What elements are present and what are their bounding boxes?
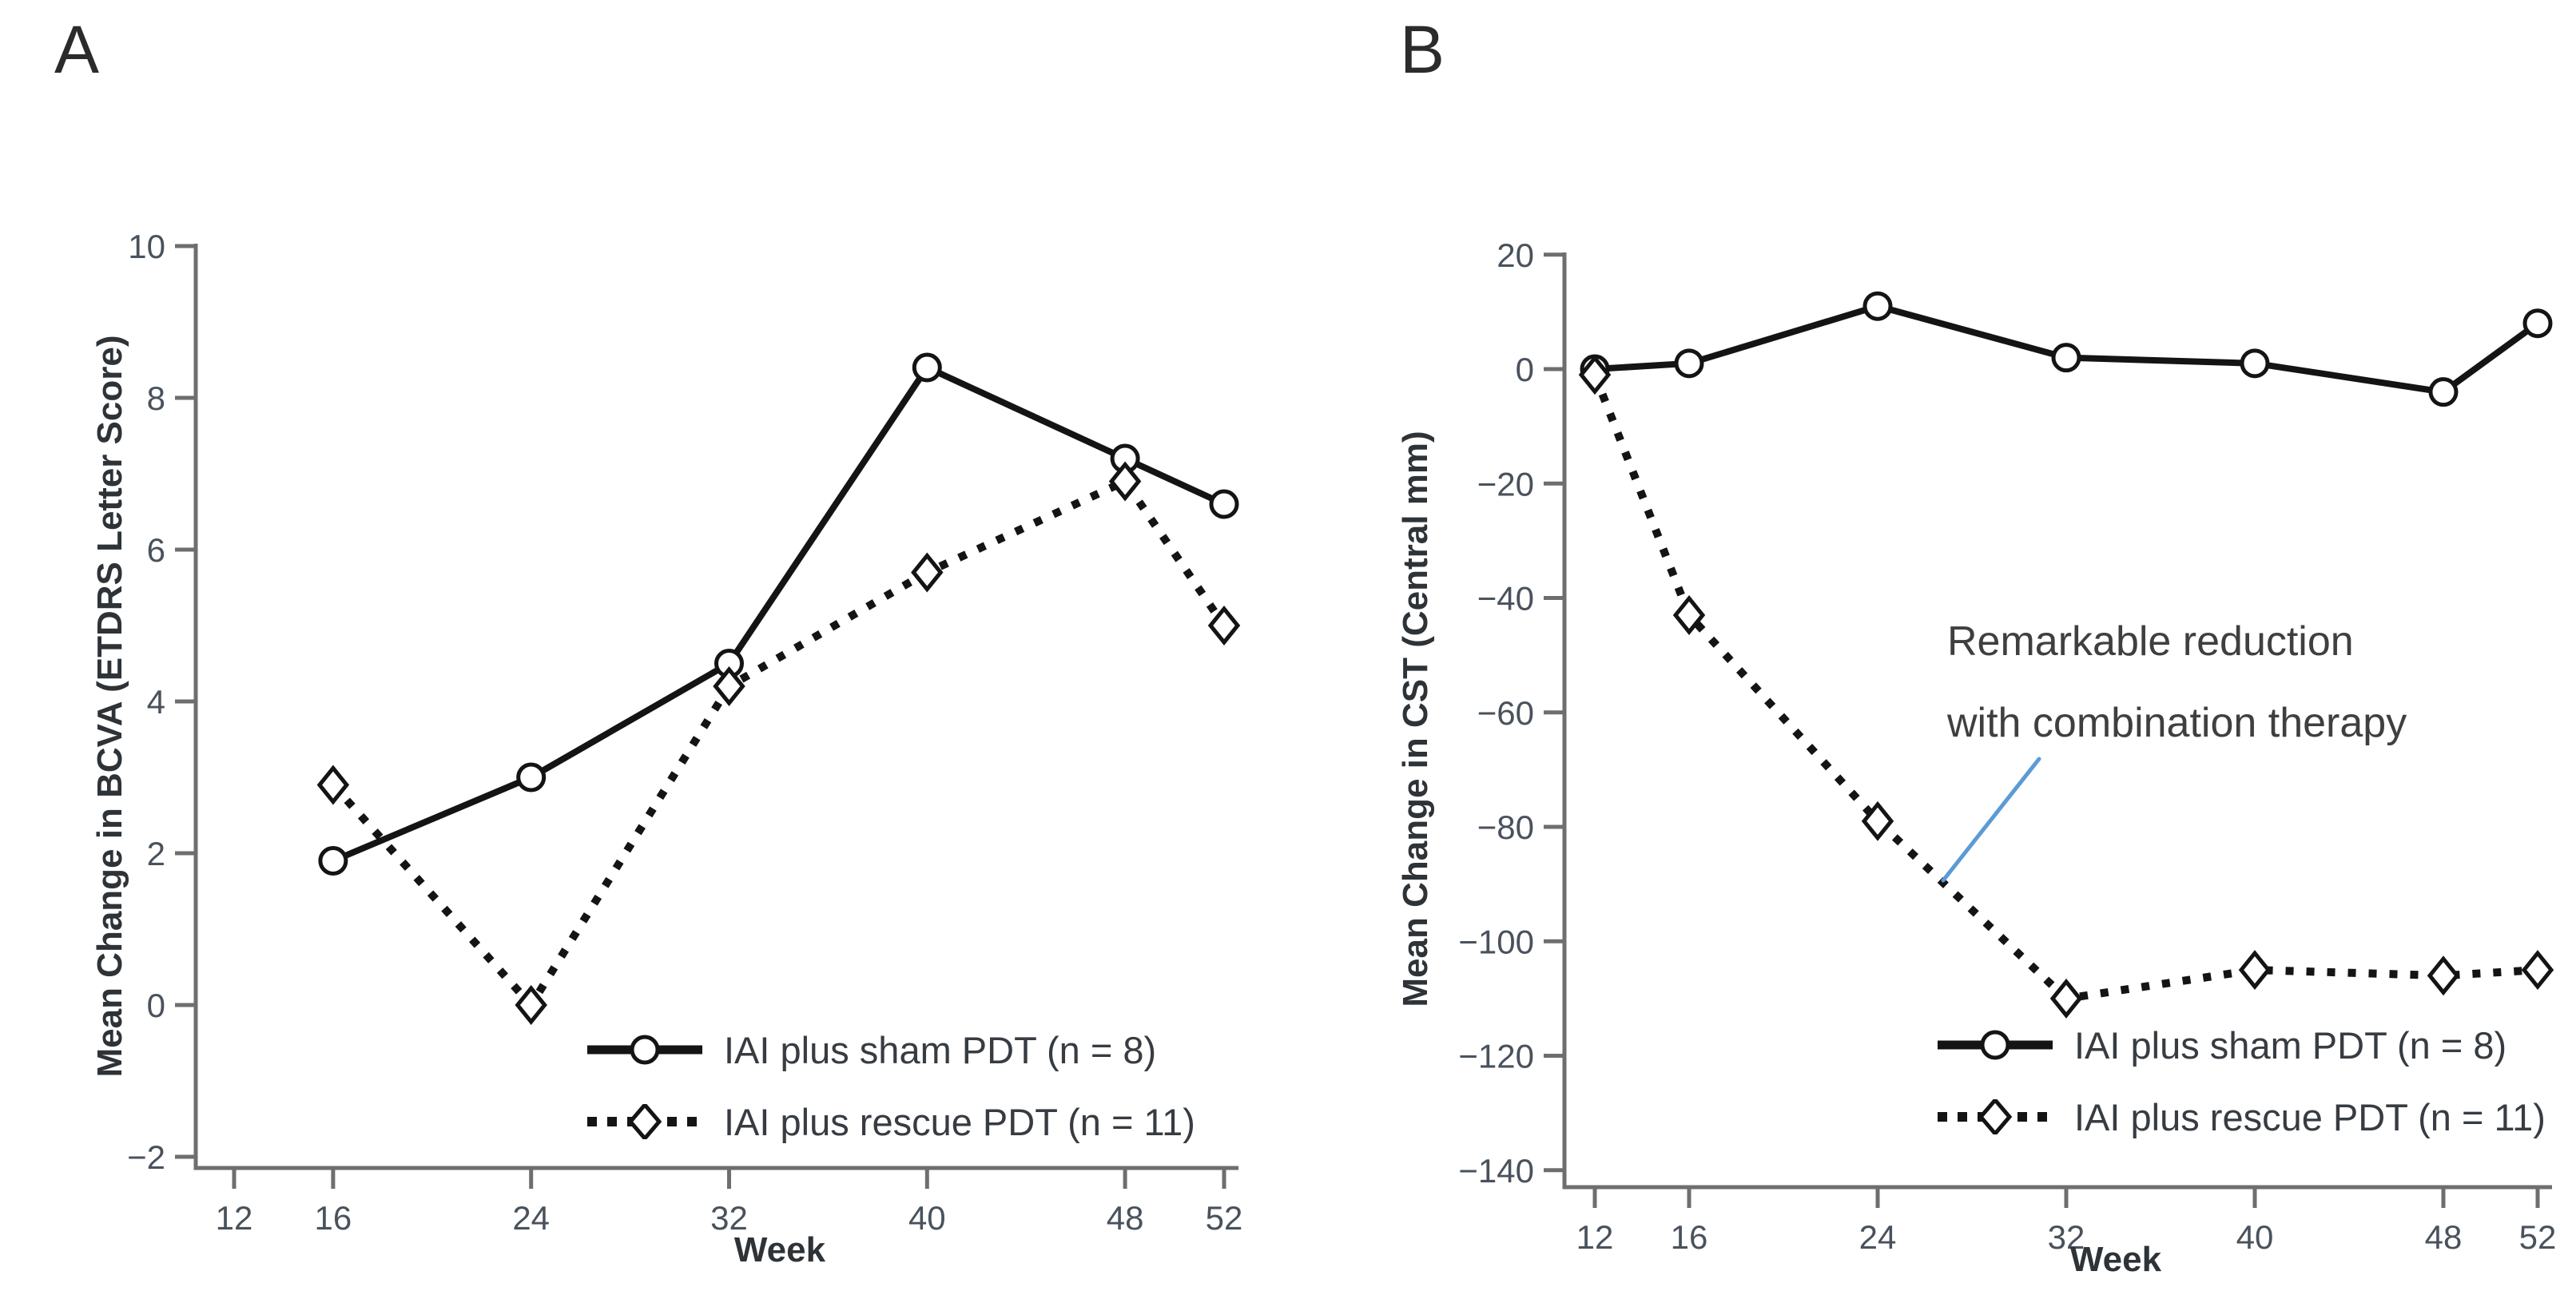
annotation-line-1: Remarkable reduction [1947, 618, 2354, 665]
x-tick-label: 40 [908, 1199, 946, 1237]
series-line-solid [332, 363, 1226, 864]
panel-b-plot: 20 0 −20 −40 −60 −80 −100 −120 −140 12 16 24 32 40 48 5… [1458, 236, 2556, 1256]
data-point-circle [2522, 308, 2553, 339]
annotation-line-2: with combination therapy [1947, 700, 2407, 746]
x-tick-label: 16 [315, 1199, 352, 1237]
data-point-circle [1674, 348, 1704, 379]
y-tick-label: −100 [1458, 923, 1534, 960]
y-tick-label: −2 [127, 1138, 165, 1176]
x-tick-label: 52 [1206, 1199, 1243, 1237]
x-tick-label: 32 [710, 1199, 748, 1237]
y-tick-label: −140 [1458, 1152, 1534, 1190]
panel-b-x-axis-title: Week [2069, 1240, 2162, 1279]
data-point-diamond [911, 552, 944, 593]
data-point-diamond [515, 985, 547, 1025]
data-point-circle [912, 352, 942, 383]
data-point-diamond [1207, 606, 1241, 646]
data-point-diamond [1672, 595, 1706, 635]
panel-a-legend: IAI plus sham PDT (n = 8) IAI plus rescu… [585, 1028, 1195, 1143]
x-tick-label: 32 [2048, 1218, 2085, 1256]
solid-line-circle-swatch-icon [1938, 1030, 2053, 1060]
y-tick-label: 2 [147, 835, 165, 872]
data-point-diamond [713, 666, 745, 706]
x-tick-label: 12 [1576, 1218, 1614, 1256]
data-point-diamond [2521, 950, 2554, 991]
data-point-circle [2051, 343, 2081, 373]
legend-label-rescue: IAI plus rescue PDT (n = 11) [2074, 1095, 2546, 1138]
data-point-diamond [2049, 978, 2083, 1019]
data-point-circle [516, 762, 547, 793]
panel-a-x-axis-title: Week [733, 1230, 826, 1269]
x-tick-label: 48 [1107, 1199, 1144, 1237]
data-point-diamond [1861, 800, 1894, 841]
y-tick-label: −120 [1458, 1038, 1534, 1075]
y-tick-label: −20 [1477, 465, 1534, 503]
x-tick-label: 52 [2519, 1218, 2557, 1256]
annotation-remarkable-reduction: Remarkable reduction with combination th… [1947, 601, 2407, 764]
data-point-diamond [316, 765, 350, 805]
y-tick-label: 0 [147, 987, 165, 1024]
data-point-diamond [2427, 955, 2460, 996]
panel-a-label: A [54, 12, 101, 87]
x-tick-label: 12 [216, 1199, 253, 1237]
legend-label-rescue: IAI plus rescue PDT (n = 11) [724, 1100, 1195, 1143]
y-tick-label: 8 [147, 379, 165, 417]
legend-label-sham: IAI plus sham PDT (n = 8) [724, 1028, 1157, 1071]
data-point-circle [318, 846, 348, 876]
dotted-line-diamond-swatch-icon [1938, 1099, 2053, 1134]
data-point-diamond [2238, 950, 2272, 991]
y-tick-label: −60 [1477, 694, 1534, 732]
annotation-callout-line [1941, 757, 2041, 883]
legend-row-rescue: IAI plus rescue PDT (n = 11) [585, 1100, 1195, 1143]
data-point-circle [1862, 291, 1893, 321]
y-tick-label: 20 [1497, 236, 1534, 274]
data-point-diamond [1578, 355, 1612, 395]
panel-a-plot: 10 8 6 4 2 0 −2 12 16 24 32 40 48 52 [127, 228, 1242, 1237]
legend-row-sham: IAI plus sham PDT (n = 8) [1935, 1023, 2546, 1067]
y-tick-label: 0 [1516, 351, 1534, 388]
axis-frame [1562, 252, 2552, 1190]
x-tick-label: 48 [2425, 1218, 2463, 1256]
x-tick-label: 16 [1671, 1218, 1708, 1256]
y-tick-label: −80 [1477, 808, 1534, 846]
y-tick-label: 10 [128, 228, 165, 265]
y-tick-label: 4 [147, 683, 165, 721]
data-point-circle [1209, 489, 1239, 519]
y-tick-label: −40 [1477, 580, 1534, 618]
panel-b-legend: IAI plus sham PDT (n = 8) IAI plus rescu… [1935, 1023, 2546, 1138]
dotted-line-diamond-swatch-icon [587, 1104, 702, 1139]
data-point-circle [2240, 348, 2270, 379]
axis-frame [193, 244, 1238, 1170]
y-tick-label: 6 [147, 531, 165, 569]
x-tick-label: 40 [2236, 1218, 2274, 1256]
solid-line-circle-swatch-icon [587, 1035, 702, 1065]
panel-b-label: B [1400, 12, 1447, 87]
data-point-circle [2428, 377, 2459, 407]
legend-row-rescue: IAI plus rescue PDT (n = 11) [1935, 1095, 2546, 1138]
x-tick-label: 24 [512, 1199, 550, 1237]
legend-label-sham: IAI plus sham PDT (n = 8) [2074, 1023, 2507, 1067]
series-line-dotted [330, 476, 1228, 1012]
data-point-diamond [1108, 461, 1142, 502]
x-tick-label: 24 [1859, 1218, 1897, 1256]
legend-row-sham: IAI plus sham PDT (n = 8) [585, 1028, 1195, 1071]
